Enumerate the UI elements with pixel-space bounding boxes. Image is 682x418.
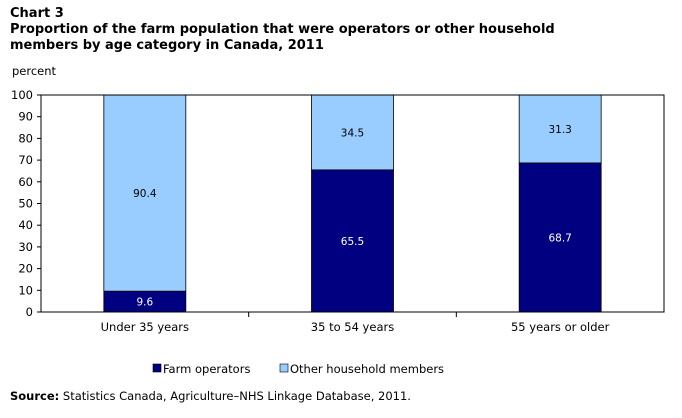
bar-farm-operators <box>518 162 602 313</box>
y-tick-label: 70 <box>18 153 33 167</box>
y-tick-label: 40 <box>18 218 33 232</box>
legend-label-farm-operators: Farm operators <box>163 362 250 376</box>
legend-label-other-household-members: Other household members <box>290 362 444 376</box>
source-label: Source: <box>10 389 60 403</box>
y-tick-label: 100 <box>11 88 33 102</box>
data-label: 90.4 <box>133 188 157 200</box>
data-label: 34.5 <box>341 127 364 139</box>
plot-frame <box>40 94 665 313</box>
title-block: Chart 3 Proportion of the farm populatio… <box>10 6 570 54</box>
x-tick-label: 35 to 54 years <box>311 320 394 334</box>
y-tick-label: 30 <box>18 240 33 254</box>
data-label: 65.5 <box>341 236 364 248</box>
legend-swatch-farm-operators <box>152 363 162 373</box>
data-label: 9.6 <box>136 297 153 309</box>
bar-farm-operators <box>311 169 394 313</box>
bar-other-household-members <box>518 94 602 164</box>
x-tick-label: Under 35 years <box>101 320 189 334</box>
source-text: Statistics Canada, Agriculture–NHS Linka… <box>59 389 411 403</box>
legend-swatch-other-household-members <box>279 363 289 373</box>
y-axis-label: percent <box>12 64 57 78</box>
y-tick-label: 0 <box>26 305 33 319</box>
x-tick-label: 55 years or older <box>511 320 610 334</box>
y-tick-label: 80 <box>18 131 33 145</box>
data-label: 31.3 <box>548 124 571 136</box>
y-tick-label: 20 <box>18 262 33 276</box>
bar-other-household-members <box>311 94 394 171</box>
y-tick-label: 50 <box>18 197 33 211</box>
chart-title: Proportion of the farm population that w… <box>10 22 555 53</box>
y-tick-label: 90 <box>18 110 33 124</box>
y-tick-label: 60 <box>18 175 33 189</box>
y-tick-label: 10 <box>18 283 33 297</box>
data-label: 68.7 <box>548 232 571 244</box>
chart-number: Chart 3 <box>10 6 64 21</box>
source-note: Source: Statistics Canada, Agriculture–N… <box>10 389 411 403</box>
